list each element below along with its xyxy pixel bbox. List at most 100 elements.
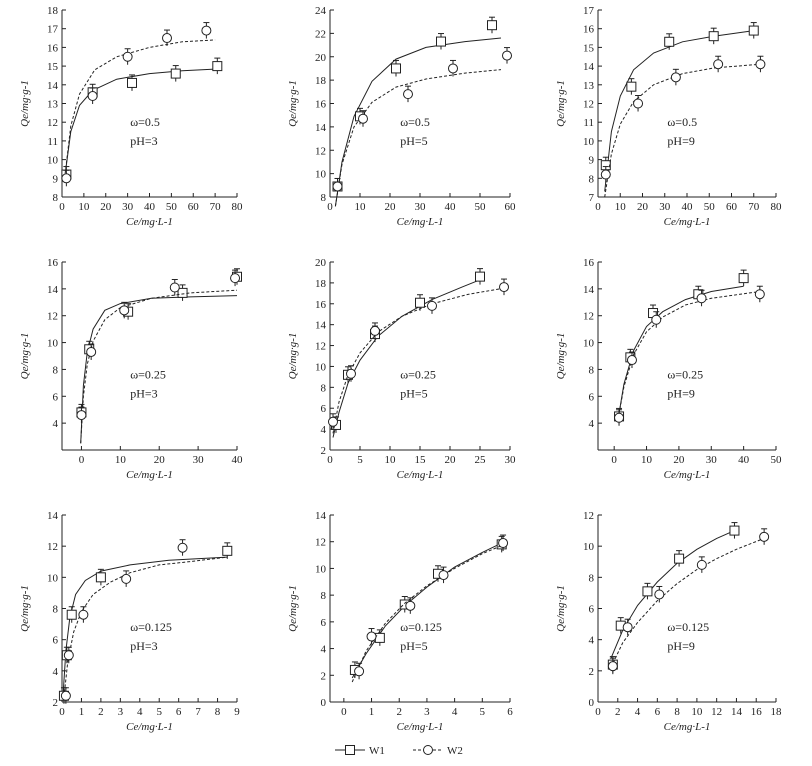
data-point-w2 <box>354 666 365 677</box>
y-tick-label: 14 <box>583 284 595 296</box>
legend: W1 W2 <box>335 745 463 757</box>
chart-panel-1: 0 10 20 30 40 50 60 70 80 8 9 10 11 12 13 14 15 16 17 18 Ce/… <box>19 5 243 228</box>
x-tick-label: 14 <box>731 706 743 718</box>
y-tick-label: 11 <box>47 136 58 148</box>
fit-curve-w1 <box>604 30 754 192</box>
y-tick-label: 8 <box>589 364 595 376</box>
legend-w2-label: W2 <box>447 745 463 757</box>
x-tick-label: 60 <box>188 201 200 213</box>
x-tick-label: 0 <box>327 201 333 213</box>
axes <box>597 261 777 451</box>
data-point-w2 <box>86 346 97 357</box>
y-tick-label: 6 <box>589 604 595 616</box>
x-tick-label: 10 <box>691 706 703 718</box>
panel-annotation: pH=9 <box>667 639 694 653</box>
x-tick-label: 25 <box>475 454 487 466</box>
y-tick-label: 4 <box>321 424 327 436</box>
x-tick-label: 30 <box>193 454 205 466</box>
y-tick-label: 9 <box>53 173 59 185</box>
data-point-w1 <box>487 20 497 31</box>
y-tick-label: 16 <box>315 99 327 111</box>
panel-annotation: pH=3 <box>130 639 157 653</box>
data-point-w2 <box>366 631 377 642</box>
data-point-w2 <box>169 282 180 293</box>
chart-panel-4: 0 10 20 30 40 4 6 8 10 12 14 16 Ce/mg·L-1 Qe/mg·g-1 ω=… <box>19 257 243 481</box>
y-tick-label: 4 <box>321 644 327 656</box>
y-tick-label: 14 <box>47 510 59 522</box>
y-tick-label: 12 <box>315 145 326 157</box>
data-point-w2 <box>403 89 413 100</box>
fit-curve-w1 <box>332 279 481 438</box>
y-tick-label: 12 <box>315 537 326 549</box>
x-tick-label: 50 <box>166 201 178 213</box>
data-point-w2 <box>622 622 633 633</box>
y-tick-label: 2 <box>53 697 59 709</box>
data-point-w1 <box>674 553 685 564</box>
x-tick-label: 5 <box>357 454 363 466</box>
fit-curve-w2 <box>80 289 238 444</box>
chart-panel-2: 0 10 20 30 40 50 60 8 10 12 14 16 18 20 22 24 Ce/mg·L-1 Q… <box>287 5 516 228</box>
data-point-w2 <box>60 690 71 701</box>
x-tick-label: 10 <box>615 201 627 213</box>
panel-annotation: pH=5 <box>400 134 427 148</box>
data-point-w2 <box>122 51 133 62</box>
x-axis-label: Ce/mg·L-1 <box>397 469 444 481</box>
x-tick-label: 5 <box>156 706 162 718</box>
x-tick-label: 5 <box>480 706 486 718</box>
x-tick-label: 60 <box>505 201 517 213</box>
y-tick-label: 11 <box>583 117 594 129</box>
x-tick-label: 20 <box>385 201 397 213</box>
data-point-w2 <box>438 570 449 581</box>
fit-curve-w2 <box>617 291 760 420</box>
axes <box>597 9 777 198</box>
x-axis-label: Ce/mg·L-1 <box>126 721 173 733</box>
panel-annotation: pH=9 <box>667 134 694 148</box>
y-tick-label: 8 <box>53 192 59 204</box>
y-tick-label: 9 <box>589 155 595 167</box>
x-tick-label: 30 <box>415 201 427 213</box>
fit-curve-w2 <box>334 69 502 207</box>
x-tick-label: 0 <box>59 201 65 213</box>
data-point-w2 <box>427 300 437 311</box>
x-tick-label: 12 <box>711 706 722 718</box>
data-point-w2 <box>87 91 98 102</box>
y-tick-label: 18 <box>47 5 59 17</box>
fit-curve-w2 <box>351 543 505 683</box>
data-point-w2 <box>651 314 662 325</box>
x-tick-label: 8 <box>215 706 221 718</box>
panel-annotation: ω=0.25 <box>667 368 703 382</box>
data-point-w2 <box>230 273 241 284</box>
y-tick-label: 12 <box>583 510 594 522</box>
x-tick-label: 10 <box>115 454 127 466</box>
y-tick-label: 12 <box>47 541 58 553</box>
x-tick-label: 20 <box>154 454 166 466</box>
y-tick-label: 4 <box>53 418 59 430</box>
data-point-w2 <box>696 293 707 304</box>
x-axis-label: Ce/mg·L-1 <box>397 216 444 228</box>
axes <box>61 514 238 703</box>
y-axis-label: Qe/mg·g-1 <box>19 80 31 127</box>
data-point-w2 <box>78 609 89 620</box>
data-point-w2 <box>626 355 637 366</box>
y-tick-label: 6 <box>53 391 59 403</box>
x-tick-label: 80 <box>771 201 783 213</box>
y-tick-label: 4 <box>589 418 595 430</box>
y-tick-label: 10 <box>315 169 327 181</box>
fit-curve-w2 <box>332 287 505 434</box>
x-tick-label: 10 <box>641 454 653 466</box>
data-point-w1 <box>664 36 675 47</box>
y-tick-label: 8 <box>321 192 327 204</box>
fit-curve-w2 <box>610 537 765 668</box>
y-tick-label: 2 <box>321 445 327 457</box>
x-tick-label: 15 <box>415 454 427 466</box>
axes <box>329 9 511 198</box>
chart-panel-5: 0 5 10 15 20 25 302468101214161820Ce/mg·L-1Qe/… <box>287 257 516 481</box>
data-point-w2 <box>654 589 665 600</box>
data-point-w1 <box>436 36 446 47</box>
data-point-w2 <box>448 63 458 74</box>
x-tick-label: 6 <box>507 706 513 718</box>
y-tick-label: 17 <box>583 5 595 17</box>
legend-w1-marker <box>345 745 355 755</box>
y-tick-label: 14 <box>315 122 327 134</box>
